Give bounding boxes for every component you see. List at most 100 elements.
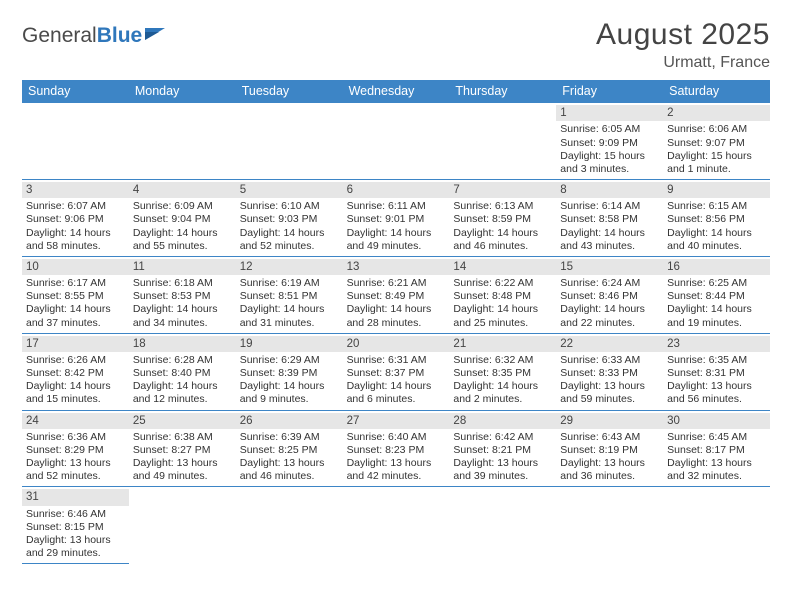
sunrise-line: Sunrise: 6:05 AM bbox=[560, 123, 659, 136]
flag-icon bbox=[145, 26, 167, 42]
day-number: 13 bbox=[343, 259, 450, 275]
sunrise-line: Sunrise: 6:40 AM bbox=[347, 431, 446, 444]
daylight-line: Daylight: 14 hours and 25 minutes. bbox=[453, 303, 552, 329]
calendar-cell-empty bbox=[343, 103, 450, 180]
sunrise-line: Sunrise: 6:18 AM bbox=[133, 277, 232, 290]
calendar-cell: 11Sunrise: 6:18 AMSunset: 8:53 PMDayligh… bbox=[129, 257, 236, 334]
calendar-cell: 29Sunrise: 6:43 AMSunset: 8:19 PMDayligh… bbox=[556, 411, 663, 488]
sunrise-line: Sunrise: 6:21 AM bbox=[347, 277, 446, 290]
weekday-label: Wednesday bbox=[343, 80, 450, 103]
calendar: Sunday Monday Tuesday Wednesday Thursday… bbox=[22, 80, 770, 564]
day-number: 3 bbox=[22, 182, 129, 198]
calendar-cell: 6Sunrise: 6:11 AMSunset: 9:01 PMDaylight… bbox=[343, 180, 450, 257]
calendar-cell-empty bbox=[449, 103, 556, 180]
day-number: 30 bbox=[663, 413, 770, 429]
calendar-cell: 22Sunrise: 6:33 AMSunset: 8:33 PMDayligh… bbox=[556, 334, 663, 411]
title-block: August 2025 Urmatt, France bbox=[596, 18, 770, 72]
day-number: 16 bbox=[663, 259, 770, 275]
sunrise-line: Sunrise: 6:39 AM bbox=[240, 431, 339, 444]
sunset-line: Sunset: 8:21 PM bbox=[453, 444, 552, 457]
weekday-label: Saturday bbox=[663, 80, 770, 103]
sunrise-line: Sunrise: 6:25 AM bbox=[667, 277, 766, 290]
calendar-cell: 26Sunrise: 6:39 AMSunset: 8:25 PMDayligh… bbox=[236, 411, 343, 488]
sunset-line: Sunset: 8:19 PM bbox=[560, 444, 659, 457]
daylight-line: Daylight: 13 hours and 42 minutes. bbox=[347, 457, 446, 483]
daylight-line: Daylight: 14 hours and 37 minutes. bbox=[26, 303, 125, 329]
daylight-line: Daylight: 14 hours and 40 minutes. bbox=[667, 227, 766, 253]
sunrise-line: Sunrise: 6:06 AM bbox=[667, 123, 766, 136]
day-number: 21 bbox=[449, 336, 556, 352]
weekday-label: Friday bbox=[556, 80, 663, 103]
sunrise-line: Sunrise: 6:22 AM bbox=[453, 277, 552, 290]
sunrise-line: Sunrise: 6:15 AM bbox=[667, 200, 766, 213]
sunset-line: Sunset: 8:48 PM bbox=[453, 290, 552, 303]
calendar-cell: 27Sunrise: 6:40 AMSunset: 8:23 PMDayligh… bbox=[343, 411, 450, 488]
sunset-line: Sunset: 8:49 PM bbox=[347, 290, 446, 303]
daylight-line: Daylight: 13 hours and 39 minutes. bbox=[453, 457, 552, 483]
sunset-line: Sunset: 8:27 PM bbox=[133, 444, 232, 457]
day-number: 25 bbox=[129, 413, 236, 429]
sunrise-line: Sunrise: 6:45 AM bbox=[667, 431, 766, 444]
day-number: 22 bbox=[556, 336, 663, 352]
daylight-line: Daylight: 13 hours and 36 minutes. bbox=[560, 457, 659, 483]
day-number: 11 bbox=[129, 259, 236, 275]
sunset-line: Sunset: 8:15 PM bbox=[26, 521, 125, 534]
daylight-line: Daylight: 13 hours and 52 minutes. bbox=[26, 457, 125, 483]
sunrise-line: Sunrise: 6:29 AM bbox=[240, 354, 339, 367]
sunset-line: Sunset: 8:31 PM bbox=[667, 367, 766, 380]
sunrise-line: Sunrise: 6:19 AM bbox=[240, 277, 339, 290]
day-number: 5 bbox=[236, 182, 343, 198]
day-number: 14 bbox=[449, 259, 556, 275]
location-label: Urmatt, France bbox=[596, 54, 770, 72]
calendar-cell: 13Sunrise: 6:21 AMSunset: 8:49 PMDayligh… bbox=[343, 257, 450, 334]
sunrise-line: Sunrise: 6:10 AM bbox=[240, 200, 339, 213]
sunset-line: Sunset: 8:37 PM bbox=[347, 367, 446, 380]
calendar-cell: 4Sunrise: 6:09 AMSunset: 9:04 PMDaylight… bbox=[129, 180, 236, 257]
sunrise-line: Sunrise: 6:26 AM bbox=[26, 354, 125, 367]
day-number: 19 bbox=[236, 336, 343, 352]
weekday-label: Thursday bbox=[449, 80, 556, 103]
daylight-line: Daylight: 13 hours and 29 minutes. bbox=[26, 534, 125, 560]
weekday-label: Tuesday bbox=[236, 80, 343, 103]
calendar-cell: 1Sunrise: 6:05 AMSunset: 9:09 PMDaylight… bbox=[556, 103, 663, 180]
calendar-cell: 24Sunrise: 6:36 AMSunset: 8:29 PMDayligh… bbox=[22, 411, 129, 488]
daylight-line: Daylight: 14 hours and 46 minutes. bbox=[453, 227, 552, 253]
daylight-line: Daylight: 14 hours and 43 minutes. bbox=[560, 227, 659, 253]
sunrise-line: Sunrise: 6:14 AM bbox=[560, 200, 659, 213]
sunset-line: Sunset: 8:51 PM bbox=[240, 290, 339, 303]
calendar-cell: 30Sunrise: 6:45 AMSunset: 8:17 PMDayligh… bbox=[663, 411, 770, 488]
month-title: August 2025 bbox=[596, 18, 770, 52]
calendar-cell-empty bbox=[236, 103, 343, 180]
calendar-cell: 19Sunrise: 6:29 AMSunset: 8:39 PMDayligh… bbox=[236, 334, 343, 411]
daylight-line: Daylight: 14 hours and 49 minutes. bbox=[347, 227, 446, 253]
calendar-cell: 8Sunrise: 6:14 AMSunset: 8:58 PMDaylight… bbox=[556, 180, 663, 257]
daylight-line: Daylight: 14 hours and 22 minutes. bbox=[560, 303, 659, 329]
daylight-line: Daylight: 13 hours and 56 minutes. bbox=[667, 380, 766, 406]
calendar-cell: 5Sunrise: 6:10 AMSunset: 9:03 PMDaylight… bbox=[236, 180, 343, 257]
day-number: 6 bbox=[343, 182, 450, 198]
day-number: 7 bbox=[449, 182, 556, 198]
daylight-line: Daylight: 14 hours and 19 minutes. bbox=[667, 303, 766, 329]
sunset-line: Sunset: 8:58 PM bbox=[560, 213, 659, 226]
day-number: 4 bbox=[129, 182, 236, 198]
daylight-line: Daylight: 14 hours and 15 minutes. bbox=[26, 380, 125, 406]
sunset-line: Sunset: 8:33 PM bbox=[560, 367, 659, 380]
day-number: 12 bbox=[236, 259, 343, 275]
calendar-cell: 17Sunrise: 6:26 AMSunset: 8:42 PMDayligh… bbox=[22, 334, 129, 411]
sunrise-line: Sunrise: 6:24 AM bbox=[560, 277, 659, 290]
brand-logo: GeneralBlue bbox=[22, 18, 167, 48]
day-number: 9 bbox=[663, 182, 770, 198]
daylight-line: Daylight: 13 hours and 32 minutes. bbox=[667, 457, 766, 483]
calendar-cell: 20Sunrise: 6:31 AMSunset: 8:37 PMDayligh… bbox=[343, 334, 450, 411]
calendar-cell: 10Sunrise: 6:17 AMSunset: 8:55 PMDayligh… bbox=[22, 257, 129, 334]
sunrise-line: Sunrise: 6:07 AM bbox=[26, 200, 125, 213]
sunrise-line: Sunrise: 6:31 AM bbox=[347, 354, 446, 367]
sunrise-line: Sunrise: 6:38 AM bbox=[133, 431, 232, 444]
brand-part2: Blue bbox=[97, 24, 143, 48]
sunset-line: Sunset: 8:46 PM bbox=[560, 290, 659, 303]
daylight-line: Daylight: 15 hours and 1 minute. bbox=[667, 150, 766, 176]
daylight-line: Daylight: 14 hours and 55 minutes. bbox=[133, 227, 232, 253]
day-number: 23 bbox=[663, 336, 770, 352]
daylight-line: Daylight: 14 hours and 6 minutes. bbox=[347, 380, 446, 406]
sunrise-line: Sunrise: 6:17 AM bbox=[26, 277, 125, 290]
